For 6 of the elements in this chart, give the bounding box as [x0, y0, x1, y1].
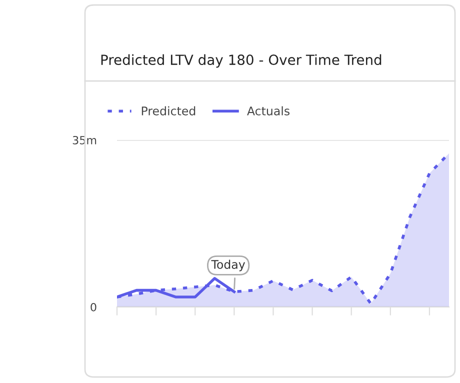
legend-label: Actuals: [247, 106, 290, 116]
annotation: Today: [211, 260, 246, 272]
y-tick-label: 0: [90, 302, 96, 312]
y-tick-label: 35m: [72, 136, 96, 144]
chart-title: Predicted LTV day 180 - Over Time Trend: [101, 54, 382, 68]
legend-label: Predicted: [142, 106, 196, 116]
